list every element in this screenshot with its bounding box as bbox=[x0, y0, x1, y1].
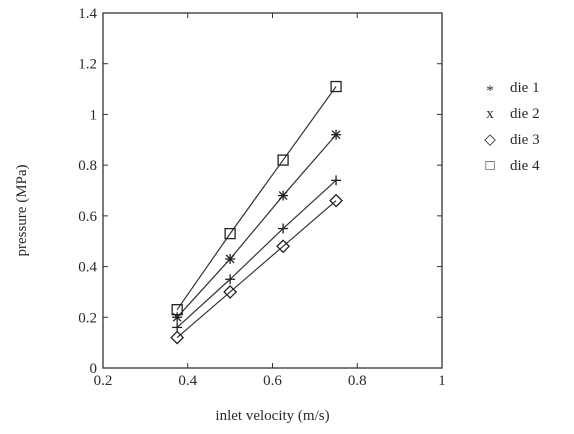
legend-symbol-die-4: □ bbox=[485, 158, 494, 174]
x-tick-label: 0.8 bbox=[348, 373, 367, 389]
y-tick-label: 1 bbox=[90, 107, 98, 123]
y-tick-label: 0 bbox=[90, 361, 98, 377]
x-tick-label: 0.6 bbox=[263, 373, 282, 389]
legend-label-die-2: die 2 bbox=[510, 106, 540, 122]
legend-symbol-die-3: ◇ bbox=[484, 132, 496, 148]
y-tick-label: 0.4 bbox=[78, 260, 97, 276]
y-tick-label: 1.2 bbox=[78, 57, 97, 73]
series-line-die-3 bbox=[177, 201, 336, 338]
plot-frame bbox=[103, 13, 442, 368]
series-group bbox=[171, 82, 342, 344]
x-tick-label: 1 bbox=[438, 373, 446, 389]
legend-label-die-3: die 3 bbox=[510, 132, 540, 148]
series-line-die-4 bbox=[177, 87, 336, 310]
series-line-die-1 bbox=[177, 135, 336, 318]
data-point-die-1 bbox=[278, 191, 288, 201]
legend-label-die-1: die 1 bbox=[510, 80, 540, 96]
data-point-die-1 bbox=[172, 312, 182, 322]
data-point-die-1 bbox=[225, 254, 235, 264]
y-tick-label: 0.6 bbox=[78, 209, 97, 225]
x-axis: 0.2 0.4 0.6 0.8 1 bbox=[94, 13, 446, 389]
legend: * die 1 x die 2 ◇ die 3 □ die 4 bbox=[484, 80, 540, 174]
x-tick-label: 0.4 bbox=[178, 373, 197, 389]
x-axis-label: inlet velocity (m/s) bbox=[215, 408, 329, 424]
series-line-die-2 bbox=[177, 180, 336, 327]
legend-symbol-die-1: * bbox=[486, 83, 494, 99]
y-tick-label: 0.8 bbox=[78, 158, 97, 174]
legend-symbol-die-2: x bbox=[486, 106, 494, 122]
y-tick-label: 1.4 bbox=[78, 6, 97, 22]
legend-label-die-4: die 4 bbox=[510, 158, 540, 174]
y-tick-label: 0.2 bbox=[78, 310, 97, 326]
data-point-die-1 bbox=[331, 130, 341, 140]
y-axis-label: pressure (MPa) bbox=[14, 164, 30, 256]
